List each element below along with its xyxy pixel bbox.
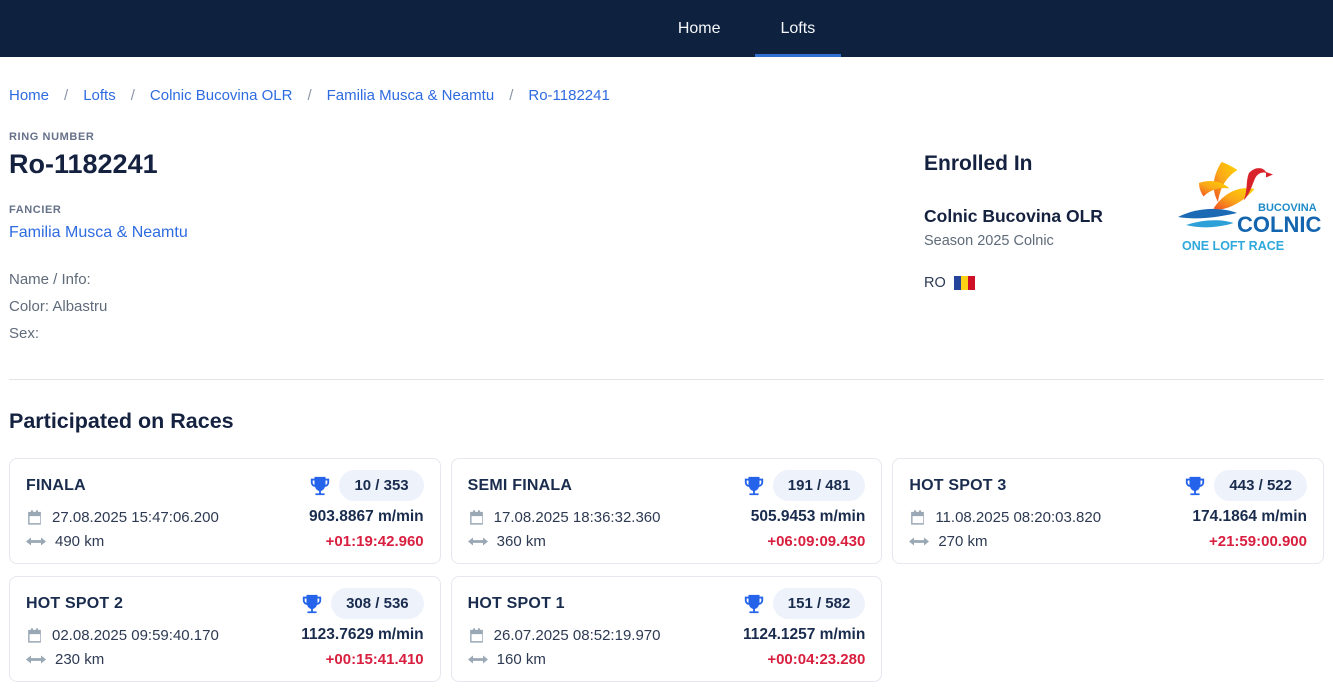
rank-badge: 443 / 522 xyxy=(1214,470,1307,501)
race-time-diff: +06:09:09.430 xyxy=(767,533,866,550)
race-speed: 505.9453 m/min xyxy=(750,508,866,525)
breadcrumb-separator: / xyxy=(509,87,514,104)
race-speed: 1124.1257 m/min xyxy=(742,626,866,643)
trophy-icon xyxy=(311,476,330,495)
top-navbar: Home Lofts xyxy=(0,0,1333,57)
races-section-title: Participated on Races xyxy=(9,409,234,433)
race-distance: 230 km xyxy=(55,651,105,668)
rank-badge: 191 / 481 xyxy=(772,470,866,501)
breadcrumb-item[interactable]: Home xyxy=(9,87,50,104)
bird-logo-icon: BUCOVINA COLNIC ONE LOFT RACE xyxy=(1178,162,1321,253)
race-distance: 270 km xyxy=(938,533,988,550)
race-distance: 360 km xyxy=(496,533,546,550)
logo-text-colnic: COLNIC xyxy=(1237,212,1321,237)
race-name: SEMI FINALA xyxy=(467,476,573,494)
race-name: FINALA xyxy=(26,476,86,494)
distance-arrow-icon xyxy=(467,655,488,664)
trophy-icon xyxy=(302,594,322,613)
ring-number-label: RING NUMBER xyxy=(9,131,95,143)
trophy-icon xyxy=(744,476,763,495)
breadcrumb: Home / Lofts / Colnic Bucovina OLR / Familia M… xyxy=(9,87,1324,104)
tab-home[interactable]: Home xyxy=(677,19,721,37)
breadcrumb-item[interactable]: Lofts xyxy=(83,87,116,104)
distance-arrow-icon xyxy=(467,537,488,546)
pigeon-sex: Sex: xyxy=(9,325,40,342)
trophy-icon xyxy=(744,594,763,613)
race-speed: 174.1864 m/min xyxy=(1192,508,1307,525)
breadcrumb-item[interactable]: Ro-1182241 xyxy=(528,87,610,104)
race-distance: 160 km xyxy=(496,651,546,668)
pigeon-details: RING NUMBER Ro-1182241 FANCIER Familia M… xyxy=(9,131,924,347)
fancier-link[interactable]: Familia Musca & Neamtu xyxy=(9,224,188,241)
breadcrumb-item[interactable]: Colnic Bucovina OLR xyxy=(149,87,293,104)
race-time-diff: +00:15:41.410 xyxy=(325,651,424,668)
race-name: HOT SPOT 1 xyxy=(467,594,565,612)
distance-arrow-icon xyxy=(909,537,930,546)
enrolled-season: Season 2025 Colnic xyxy=(924,233,1054,249)
race-time-diff: +21:59:00.900 xyxy=(1208,533,1307,550)
race-date: 11.08.2025 08:20:03.820 xyxy=(935,508,1102,526)
race-time-diff: +01:19:42.960 xyxy=(325,533,424,550)
breadcrumb-separator: / xyxy=(64,87,69,104)
country-code: RO xyxy=(924,275,946,291)
ring-number: Ro-1182241 xyxy=(9,149,158,179)
race-name: HOT SPOT 3 xyxy=(909,476,1007,494)
race-card[interactable]: FINALA 10 / 353 27.08.2025 15:47:06.200 … xyxy=(9,458,441,564)
rank-badge: 10 / 353 xyxy=(339,470,424,501)
breadcrumb-separator: / xyxy=(130,87,135,104)
pigeon-name-info: Name / Info: xyxy=(9,271,91,288)
distance-arrow-icon xyxy=(26,537,46,546)
calendar-icon xyxy=(469,627,483,643)
loft-logo: BUCOVINA COLNIC ONE LOFT RACE xyxy=(1174,158,1324,347)
calendar-icon xyxy=(28,627,41,643)
flag-stripe-red xyxy=(967,276,975,290)
fancier-label: FANCIER xyxy=(9,204,62,216)
race-card[interactable]: HOT SPOT 1 151 / 582 26.07.2025 08:52:19… xyxy=(450,576,883,682)
race-distance: 490 km xyxy=(55,533,105,550)
rank-badge: 151 / 582 xyxy=(772,588,866,619)
flag-stripe-yellow xyxy=(960,276,968,290)
race-name: HOT SPOT 2 xyxy=(26,594,124,612)
race-speed: 903.8867 m/min xyxy=(309,508,424,525)
pigeon-color: Color: Albastru xyxy=(9,298,108,315)
nav-tabs: Home Lofts xyxy=(648,0,845,57)
section-divider xyxy=(9,379,1324,380)
rank-badge: 308 / 536 xyxy=(331,588,424,619)
logo-text-bucovina: BUCOVINA xyxy=(1258,202,1317,214)
race-date: 17.08.2025 18:36:32.360 xyxy=(493,508,661,526)
logo-text-one-loft-race: ONE LOFT RACE xyxy=(1182,239,1284,253)
enrolled-in-title: Enrolled In xyxy=(924,152,1033,175)
calendar-icon xyxy=(911,509,925,525)
race-date: 26.07.2025 08:52:19.970 xyxy=(493,626,661,644)
tab-lofts[interactable]: Lofts xyxy=(751,0,846,57)
distance-arrow-icon xyxy=(26,655,46,664)
race-card[interactable]: SEMI FINALA 191 / 481 17.08.2025 18:36:3… xyxy=(450,458,883,564)
calendar-icon xyxy=(469,509,483,525)
race-date: 02.08.2025 09:59:40.170 xyxy=(52,626,219,644)
race-card[interactable]: HOT SPOT 2 308 / 536 02.08.2025 09:59:40… xyxy=(9,576,441,682)
breadcrumb-separator: / xyxy=(307,87,312,104)
enrolled-loft-link[interactable]: Colnic Bucovina OLR xyxy=(924,206,1103,226)
trophy-icon xyxy=(1186,476,1205,495)
calendar-icon xyxy=(28,509,41,525)
enrollment-panel: Enrolled In Colnic Bucovina OLR Season 2… xyxy=(924,131,1324,347)
races-grid: FINALA 10 / 353 27.08.2025 15:47:06.200 … xyxy=(9,458,1324,682)
pigeon-info-section: RING NUMBER Ro-1182241 FANCIER Familia M… xyxy=(9,131,1324,347)
flag-stripe-blue xyxy=(953,276,961,290)
race-speed: 1123.7629 m/min xyxy=(301,626,424,643)
race-card[interactable]: HOT SPOT 3 443 / 522 11.08.2025 08:20:03… xyxy=(892,458,1324,564)
romania-flag-icon xyxy=(953,276,975,290)
breadcrumb-item[interactable]: Familia Musca & Neamtu xyxy=(326,87,495,104)
race-date: 27.08.2025 15:47:06.200 xyxy=(52,508,219,526)
race-time-diff: +00:04:23.280 xyxy=(767,651,866,668)
